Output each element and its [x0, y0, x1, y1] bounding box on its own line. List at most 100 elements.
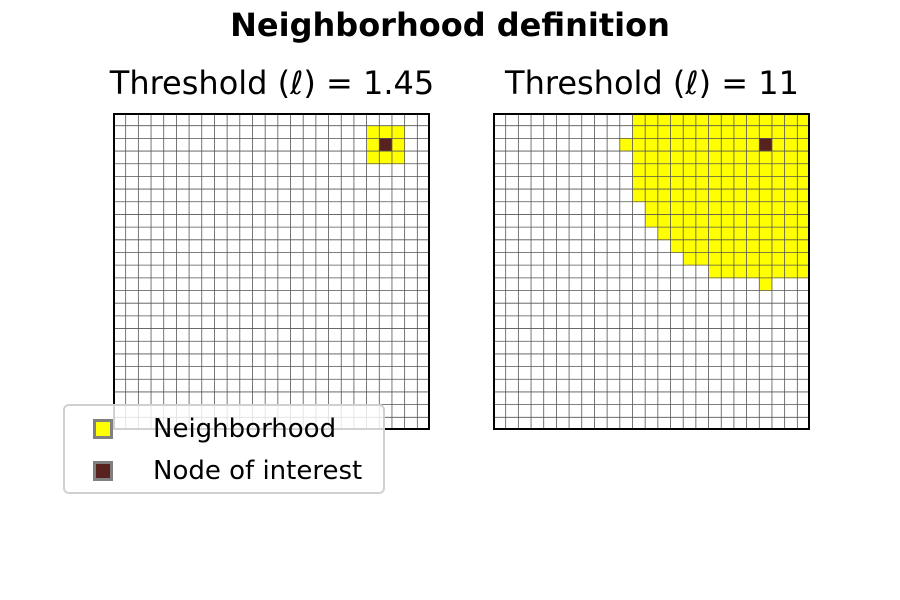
neighborhood-grid-left	[113, 113, 430, 430]
neighborhood-cell	[695, 189, 709, 203]
neighborhood-cell	[683, 252, 697, 266]
neighborhood-cell	[771, 201, 786, 215]
neighborhood-cell	[721, 252, 735, 266]
neighborhood-cell	[670, 125, 684, 139]
neighborhood-cell	[708, 189, 722, 203]
neighborhood-cell	[619, 138, 633, 152]
neighborhood-cell	[733, 239, 747, 253]
neighborhood-cell	[721, 125, 735, 139]
neighborhood-cell	[657, 214, 671, 228]
neighborhood-cell	[771, 138, 786, 152]
neighborhood-cell	[746, 189, 760, 203]
neighborhood-cell	[695, 214, 709, 228]
neighborhood-cell	[670, 201, 684, 215]
neighborhood-cell	[683, 125, 697, 139]
neighborhood-cell	[721, 227, 735, 241]
node-of-interest-cell	[379, 138, 393, 152]
neighborhood-cell	[657, 201, 671, 215]
neighborhood-cell	[784, 113, 798, 127]
neighborhood-cell	[733, 176, 747, 190]
panel-title-left: Threshold (ℓ) = 1.45	[109, 64, 435, 102]
neighborhood-cell	[657, 163, 671, 177]
node-of-interest-cell	[759, 138, 773, 152]
neighborhood-cell	[708, 163, 722, 177]
neighborhood-cell	[391, 125, 406, 139]
neighborhood-cell	[797, 265, 810, 279]
neighborhood-cell	[771, 265, 786, 279]
neighborhood-cell	[695, 151, 709, 165]
neighborhood-grid-right	[493, 113, 810, 430]
neighborhood-cell	[759, 277, 773, 291]
neighborhood-cell	[797, 201, 810, 215]
neighborhood-cell	[759, 113, 773, 127]
neighborhood-cell	[645, 201, 659, 215]
legend-label-node: Node of interest	[153, 456, 363, 486]
neighborhood-cell	[733, 252, 747, 266]
neighborhood-cell	[670, 163, 684, 177]
neighborhood-cell	[645, 176, 659, 190]
neighborhood-cell	[683, 201, 697, 215]
neighborhood-cell	[645, 214, 659, 228]
neighborhood-cell	[797, 252, 810, 266]
neighborhood-cell	[708, 252, 722, 266]
neighborhood-cell	[746, 214, 760, 228]
neighborhood-cell	[645, 163, 659, 177]
neighborhood-cell	[733, 227, 747, 241]
neighborhood-cell	[645, 138, 659, 152]
neighborhood-cell	[366, 138, 380, 152]
neighborhood-cell	[797, 239, 810, 253]
neighborhood-cell	[797, 151, 810, 165]
neighborhood-cell	[797, 125, 810, 139]
neighborhood-cell	[746, 151, 760, 165]
neighborhood-cell	[708, 125, 722, 139]
neighborhood-cell	[683, 239, 697, 253]
neighborhood-cell	[746, 227, 760, 241]
neighborhood-cell	[797, 176, 810, 190]
neighborhood-cell	[733, 201, 747, 215]
neighborhood-cell	[746, 252, 760, 266]
neighborhood-cell	[708, 151, 722, 165]
neighborhood-cell	[670, 189, 684, 203]
neighborhood-cell	[759, 252, 773, 266]
neighborhood-cell	[695, 176, 709, 190]
neighborhood-cell	[632, 138, 646, 152]
neighborhood-cell	[771, 125, 786, 139]
neighborhood-cell	[797, 113, 810, 127]
neighborhood-cell	[645, 151, 659, 165]
neighborhood-cell	[632, 189, 646, 203]
neighborhood-cell	[632, 125, 646, 139]
neighborhood-cell	[759, 239, 773, 253]
neighborhood-cell	[797, 189, 810, 203]
neighborhood-cell	[645, 189, 659, 203]
neighborhood-cell	[695, 252, 709, 266]
neighborhood-cell	[784, 125, 798, 139]
neighborhood-cell	[683, 189, 697, 203]
neighborhood-cell	[721, 265, 735, 279]
neighborhood-cell	[708, 176, 722, 190]
neighborhood-cell	[771, 189, 786, 203]
neighborhood-cell	[721, 176, 735, 190]
neighborhood-cell	[366, 125, 380, 139]
neighborhood-cell	[391, 138, 406, 152]
neighborhood-cell	[683, 227, 697, 241]
neighborhood-swatch	[93, 419, 113, 439]
neighborhood-cell	[759, 189, 773, 203]
neighborhood-cell	[797, 138, 810, 152]
neighborhood-cell	[708, 265, 722, 279]
neighborhood-cell	[657, 125, 671, 139]
node-swatch	[93, 461, 113, 481]
neighborhood-cell	[759, 151, 773, 165]
neighborhood-cell	[657, 151, 671, 165]
neighborhood-cell	[708, 201, 722, 215]
neighborhood-cell	[771, 176, 786, 190]
neighborhood-cell	[733, 265, 747, 279]
neighborhood-cell	[632, 176, 646, 190]
neighborhood-cell	[797, 163, 810, 177]
neighborhood-cell	[657, 176, 671, 190]
neighborhood-cell	[784, 214, 798, 228]
neighborhood-cell	[759, 163, 773, 177]
neighborhood-cell	[379, 125, 393, 139]
neighborhood-cell	[771, 239, 786, 253]
neighborhood-cell	[759, 265, 773, 279]
neighborhood-cell	[746, 201, 760, 215]
